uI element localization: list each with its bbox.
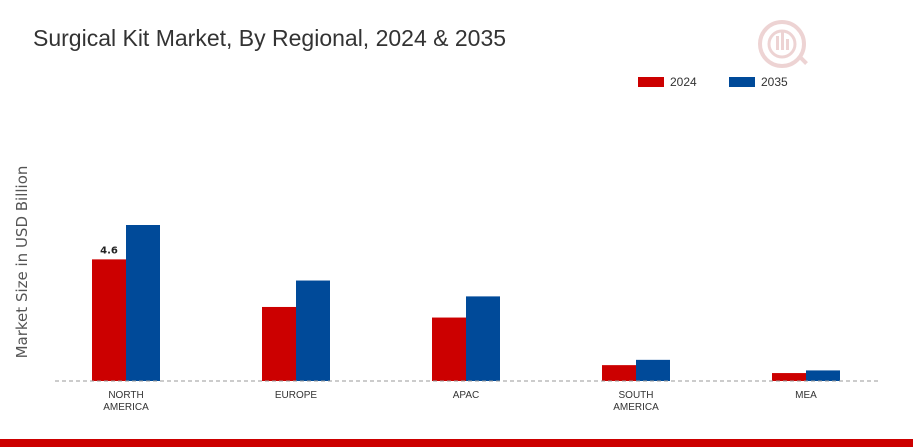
footer-accent-bar [0, 439, 913, 447]
x-tick-label: EUROPE [275, 390, 318, 401]
bar-2024-0 [92, 259, 126, 381]
x-tick-label: APAC [453, 390, 480, 401]
chart-title: Surgical Kit Market, By Regional, 2024 &… [33, 25, 506, 51]
legend-label-2024: 2024 [670, 75, 697, 89]
data-label: 4.6 [100, 245, 118, 256]
legend-swatch-2035 [729, 77, 755, 87]
bar-2035-2 [466, 296, 500, 381]
bar-2035-1 [296, 280, 330, 381]
bars [92, 225, 840, 381]
bar-2035-3 [636, 359, 670, 381]
bar-2024-4 [772, 373, 806, 381]
x-tick-label: NORTH AMERICA [103, 390, 149, 413]
x-axis-ticks: NORTH AMERICA EUROPE APAC SOUTH AMERICA MEA [103, 390, 817, 413]
bar-2035-0 [126, 225, 160, 381]
bar-2035-4 [806, 370, 840, 381]
legend-swatch-2024 [638, 77, 664, 87]
y-axis-label: Market Size in USD Billion [13, 166, 31, 359]
legend-label-2035: 2035 [761, 75, 788, 89]
bar-2024-3 [602, 365, 636, 381]
x-tick-label: SOUTH AMERICA [613, 390, 659, 413]
data-labels: 4.6 [100, 245, 118, 256]
x-tick-label: MEA [795, 390, 817, 401]
bar-2024-1 [262, 306, 296, 381]
logo-watermark-icon [758, 20, 808, 68]
bar-2024-2 [432, 317, 466, 381]
legend: 2024 2035 [638, 75, 788, 89]
